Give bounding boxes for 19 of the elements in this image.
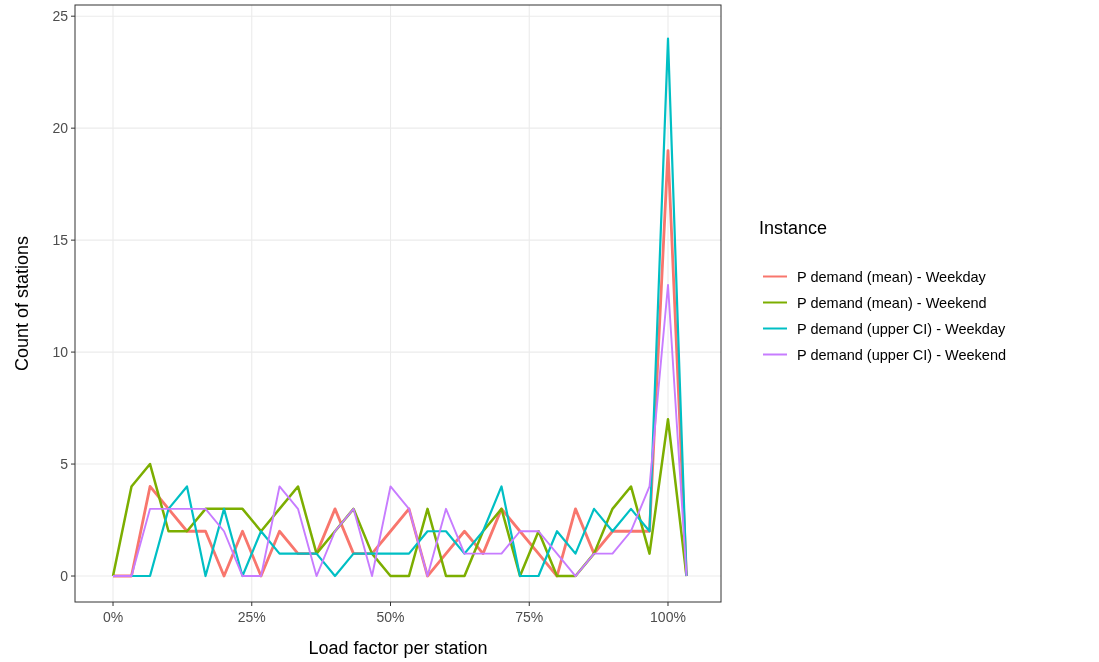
- legend-label: P demand (upper CI) - Weekend: [797, 346, 1007, 363]
- x-tick-label: 100%: [650, 609, 686, 625]
- line-series: [112, 283, 688, 577]
- y-tick-label: 20: [52, 120, 69, 137]
- y-axis-title: Count of stations: [12, 235, 32, 372]
- x-tick-label: 50%: [376, 609, 405, 625]
- x-axis-title: Load factor per station: [308, 638, 488, 658]
- legend-label: P demand (mean) - Weekend: [797, 294, 987, 311]
- x-tick-label: 25%: [237, 609, 266, 625]
- y-tick-label: 0: [60, 568, 69, 585]
- y-tick-label: 25: [52, 8, 69, 25]
- legend-label: P demand (mean) - Weekday: [797, 268, 987, 285]
- y-tick-label: 10: [52, 344, 69, 361]
- y-tick-label: 15: [52, 232, 69, 249]
- legend-title: Instance: [759, 217, 828, 238]
- y-tick-label: 5: [60, 456, 69, 473]
- x-tick-label: 75%: [515, 609, 544, 625]
- x-tick-label: 0%: [102, 609, 124, 625]
- legend-label: P demand (upper CI) - Weekday: [797, 320, 1006, 337]
